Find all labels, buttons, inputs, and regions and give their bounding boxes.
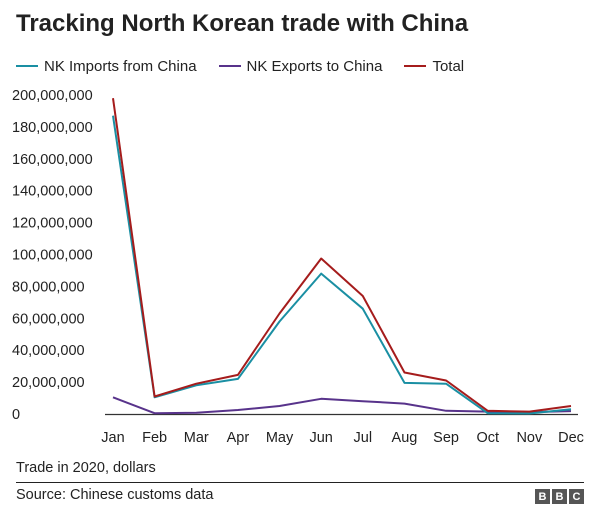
- legend-swatch-imports: [16, 65, 38, 67]
- legend-label-total: Total: [432, 57, 465, 75]
- footer-divider: [16, 482, 584, 483]
- y-tick-label: 160,000,000: [12, 152, 93, 168]
- y-tick-label: 100,000,000: [12, 248, 93, 264]
- chart-title: Tracking North Korean trade with China: [16, 10, 469, 37]
- y-tick-label: 60,000,000: [12, 311, 85, 327]
- x-tick-label: Dec: [558, 430, 584, 446]
- x-tick-label: Jun: [309, 430, 332, 446]
- y-tick-label: 40,000,000: [12, 343, 85, 359]
- chart-note: Trade in 2020, dollars: [16, 460, 156, 476]
- x-tick-label: Jan: [101, 430, 124, 446]
- bbc-logo-letter: B: [535, 489, 550, 504]
- bbc-logo-letter: B: [552, 489, 567, 504]
- x-tick-label: Jul: [354, 430, 373, 446]
- series-line-total: [112, 98, 572, 413]
- y-tick-label: 120,000,000: [12, 216, 93, 232]
- series-line-nk-imports-from-china: [112, 115, 572, 415]
- x-tick-label: Nov: [516, 430, 543, 446]
- bbc-logo-letter: C: [569, 489, 584, 504]
- x-tick-label: Aug: [392, 430, 418, 446]
- legend-item-exports: NK Exports to China: [218, 57, 383, 75]
- x-tick-label: Sep: [433, 430, 459, 446]
- y-tick-label: 200,000,000: [12, 88, 93, 104]
- legend-label-imports: NK Imports from China: [44, 57, 197, 75]
- y-tick-label: 20,000,000: [12, 375, 85, 391]
- x-tick-label: May: [266, 430, 294, 446]
- legend-swatch-exports: [218, 65, 241, 67]
- y-tick-label: 140,000,000: [12, 184, 93, 200]
- y-tick-label: 80,000,000: [12, 279, 85, 295]
- line-chart: 0 20,000,000 40,000,000 60,000,000 80,000,00…: [12, 88, 584, 446]
- x-tick-label: Apr: [227, 430, 250, 446]
- chart-source: Source: Chinese customs data: [16, 487, 214, 503]
- bbc-logo: B B C: [533, 489, 584, 504]
- legend-label-exports: NK Exports to China: [246, 57, 383, 75]
- y-tick-label: 180,000,000: [12, 120, 93, 136]
- chart-legend: NK Imports from China NK Exports to Chin…: [16, 56, 486, 76]
- legend-swatch-total: [404, 65, 427, 67]
- x-tick-label: Oct: [476, 430, 499, 446]
- legend-item-total: Total: [404, 58, 464, 75]
- x-tick-label: Feb: [142, 430, 167, 446]
- y-tick-label: 0: [12, 407, 20, 423]
- legend-item-imports: NK Imports from China: [16, 58, 197, 75]
- x-tick-label: Mar: [184, 430, 209, 446]
